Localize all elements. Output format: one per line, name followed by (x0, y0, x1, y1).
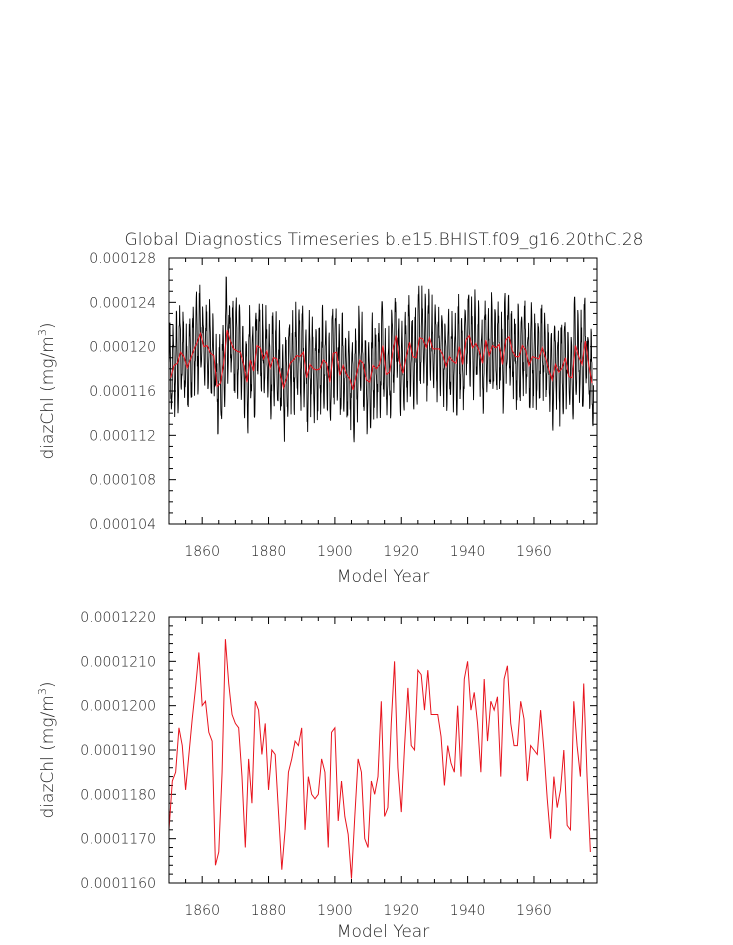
x-tick-label: 1920 (383, 903, 419, 919)
x-tick-label: 1880 (251, 903, 287, 919)
x-axis-title-bottom: Model Year (337, 922, 429, 942)
x-tick-label: 1900 (317, 903, 353, 919)
x-tick-label: 1860 (184, 903, 220, 919)
y-tick-label: 0.000128 (89, 251, 156, 267)
y-axis-title-top-close: ) (38, 323, 58, 330)
bottom-series (168, 639, 591, 879)
y-tick-label: 0.000108 (89, 473, 156, 489)
y-tick-label: 0.0001210 (80, 654, 156, 670)
y-tick-label: 0.000120 (89, 340, 156, 356)
x-tick-label: 1940 (450, 544, 486, 560)
y-axis-title-bottom-sup: 3 (36, 688, 49, 695)
y-axis-title-top-main: diazChl (mg/m (38, 336, 58, 459)
x-tick-label: 1920 (383, 544, 419, 560)
x-tick-label: 1940 (450, 903, 486, 919)
y-tick-label: 0.0001170 (80, 832, 156, 848)
y-axis-title-bottom-main: diazChl (mg/m (38, 695, 58, 818)
plot-frame-bottom (168, 616, 598, 884)
y-tick-label: 0.0001160 (80, 876, 156, 892)
bottom-ticks: 1860 1880 1900 1920 1940 1960 0.0001160 0.00011… (80, 610, 597, 919)
y-tick-label: 0.000104 (89, 517, 156, 533)
y-tick-label: 0.0001220 (80, 610, 156, 626)
y-tick-label: 0.000124 (89, 295, 156, 311)
y-axis-title-bottom-close: ) (38, 682, 58, 689)
chart-title: Global Diagnostics Timeseries b.e15.BHIS… (125, 230, 644, 250)
x-tick-label: 1900 (317, 544, 353, 560)
y-tick-label: 0.000112 (89, 428, 156, 444)
top-ticks: 1860 1880 1900 1920 1940 1960 0.000104 0.000108… (89, 251, 597, 560)
series-annual-line-bottom (168, 639, 591, 879)
chart-top: Global Diagnostics Timeseries b.e15.BHIS… (36, 230, 643, 587)
series-monthly-line (168, 276, 594, 443)
y-tick-label: 0.000116 (89, 384, 156, 400)
series-annual-line-top (170, 329, 593, 391)
x-axis-title-top: Model Year (337, 567, 429, 587)
x-tick-label: 1860 (184, 544, 220, 560)
y-tick-label: 0.0001180 (80, 787, 156, 803)
top-series (168, 276, 594, 443)
x-tick-label: 1960 (516, 544, 552, 560)
y-tick-label: 0.0001190 (80, 743, 156, 759)
y-axis-title-top-sup: 3 (36, 329, 49, 336)
x-tick-label: 1880 (251, 544, 287, 560)
plot-frame-top (168, 257, 598, 525)
y-axis-title-bottom: diazChl (mg/m3) (36, 682, 58, 819)
y-tick-label: 0.0001200 (80, 699, 156, 715)
chart-bottom: 1860 1880 1900 1920 1940 1960 0.0001160 0.00011… (36, 610, 598, 942)
y-axis-title-top: diazChl (mg/m3) (36, 323, 58, 460)
x-tick-label: 1960 (516, 903, 552, 919)
